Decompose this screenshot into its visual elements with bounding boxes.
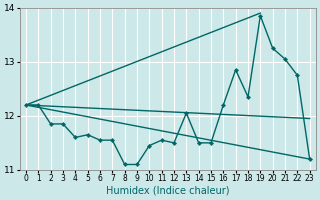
X-axis label: Humidex (Indice chaleur): Humidex (Indice chaleur) bbox=[106, 186, 229, 196]
